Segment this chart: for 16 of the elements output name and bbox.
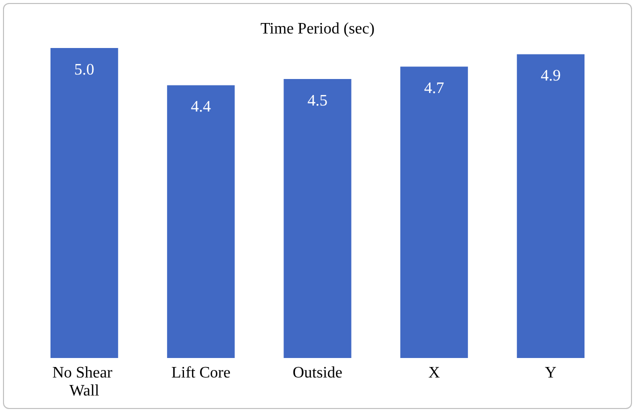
x-tick-label: X — [428, 364, 440, 382]
bar — [50, 48, 118, 358]
x-tick-label: No Shear Wall — [52, 364, 116, 400]
bar — [400, 66, 468, 358]
x-tick-label: Y — [544, 364, 557, 382]
data-label: 4.5 — [308, 92, 328, 110]
bar — [284, 79, 352, 358]
data-label: 4.4 — [190, 98, 211, 116]
data-label: 4.7 — [424, 80, 444, 98]
x-tick-label: Outside — [292, 364, 342, 382]
data-label: 5.0 — [74, 62, 94, 78]
data-label: 4.9 — [540, 68, 561, 85]
chart-title: Time Period (sec) — [260, 20, 375, 38]
bar — [516, 54, 585, 358]
bar — [167, 85, 235, 358]
x-tick-label: Lift Core — [171, 364, 230, 382]
